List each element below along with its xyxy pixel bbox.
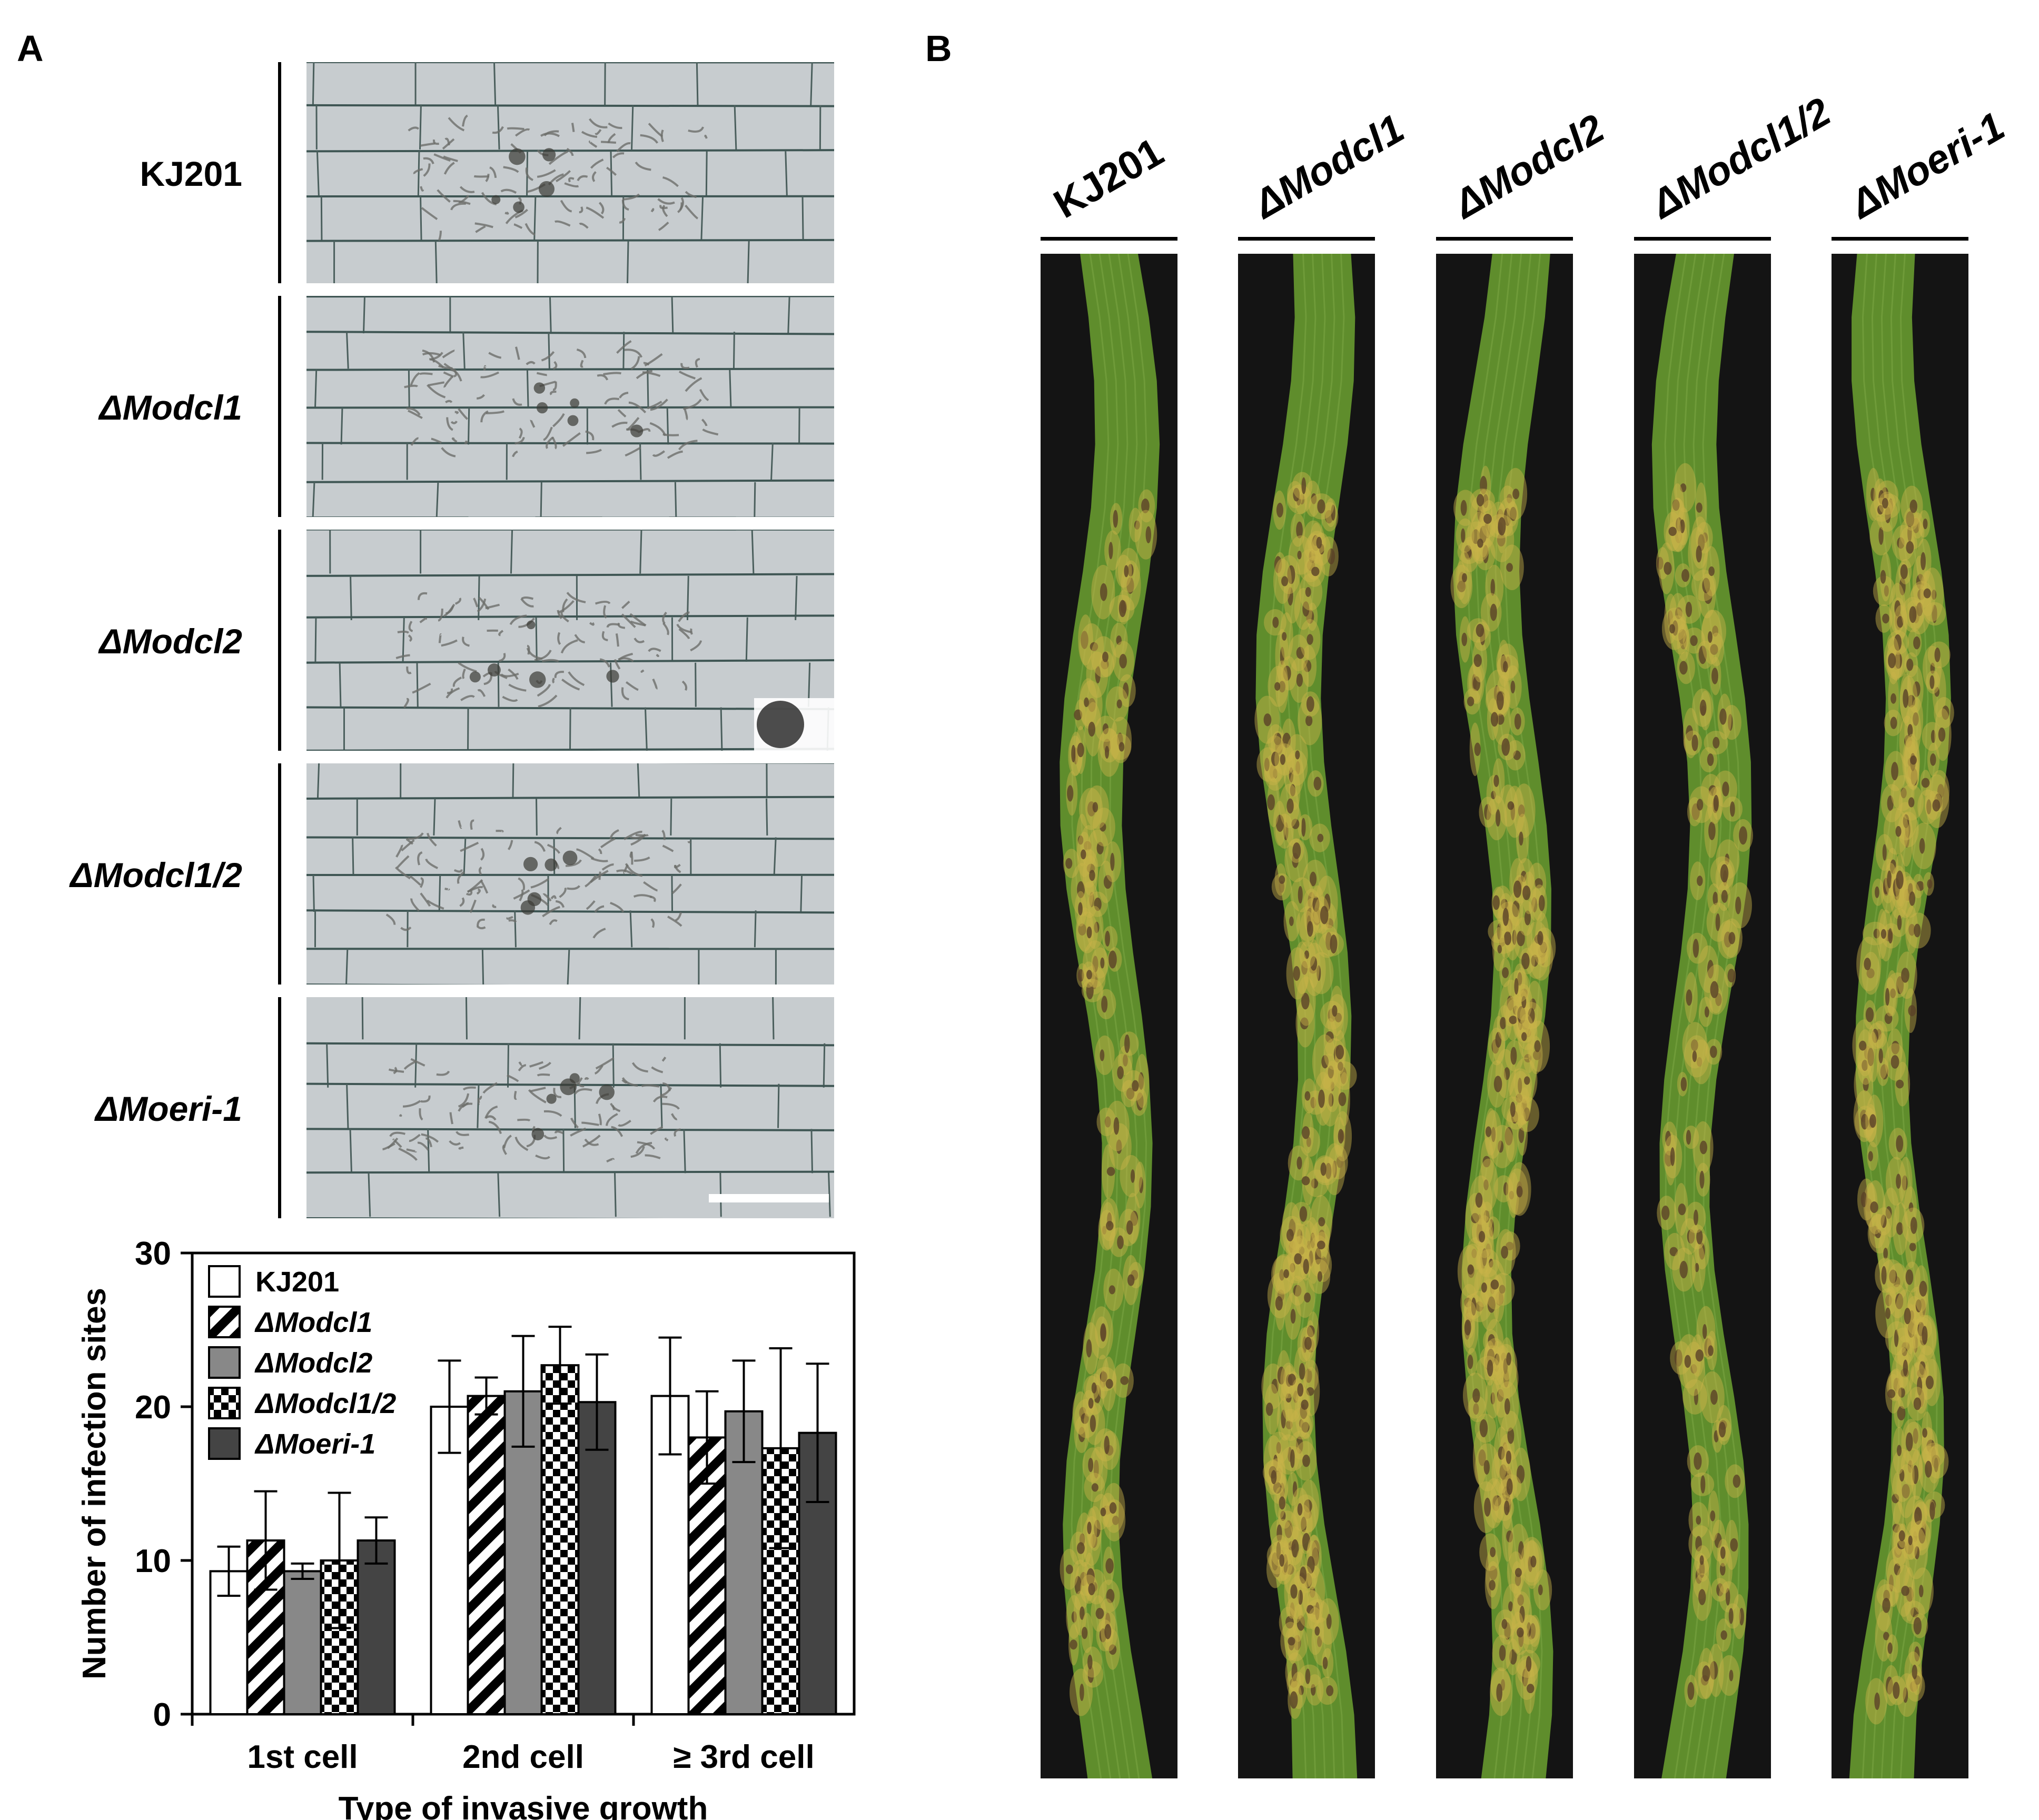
- y-tick-label: 0: [153, 1697, 171, 1733]
- strain-label-moeri1: ΔMoeri-1: [95, 1089, 242, 1128]
- leaf-photo-moeri1: [1832, 254, 1968, 1778]
- leaf-rule-modcl1: [1238, 237, 1375, 241]
- y-axis-label: Number of infection sites: [76, 1288, 113, 1679]
- error-bar: [769, 1347, 793, 1549]
- bar: [283, 1570, 322, 1715]
- legend-label: ΔMoeri-1: [254, 1428, 375, 1460]
- error-bar: [658, 1336, 682, 1456]
- panel-b-letter: B: [925, 28, 952, 69]
- leaf-rule-modcl2: [1436, 237, 1573, 241]
- group-bracket-1: [278, 62, 281, 283]
- legend-label: KJ201: [255, 1266, 339, 1298]
- y-tick-label: 30: [135, 1236, 171, 1272]
- strain-label-kj201: KJ201: [140, 154, 243, 193]
- x-tick-label: 2nd cell: [462, 1739, 584, 1775]
- group-bracket-4: [278, 763, 281, 984]
- micrograph-modcl12: [306, 763, 834, 984]
- error-bar: [732, 1359, 756, 1464]
- legend-swatch: [208, 1306, 241, 1338]
- bar: [467, 1395, 506, 1715]
- leaf-photo-modcl2: [1436, 254, 1573, 1778]
- legend-label: ΔModcl1: [254, 1307, 372, 1338]
- leaf-label-modcl2: ΔModcl2: [1447, 106, 1612, 227]
- y-tick-label: 20: [135, 1389, 171, 1426]
- leaf-label-moeri1: ΔMoeri-1: [1843, 103, 2012, 227]
- bar: [503, 1390, 543, 1715]
- leaf-photo-modcl1: [1238, 254, 1375, 1778]
- strain-label-modcl12: ΔModcl1/2: [70, 856, 242, 894]
- error-bar: [695, 1390, 719, 1485]
- error-bar: [291, 1562, 314, 1580]
- bar: [577, 1401, 617, 1715]
- group-bracket-2: [278, 296, 281, 517]
- error-bar: [328, 1491, 351, 1629]
- error-bar: [585, 1353, 609, 1451]
- leaf-rule-moeri1: [1832, 237, 1968, 241]
- error-bar: [438, 1359, 461, 1454]
- leaf-label-modcl1: ΔModcl1: [1246, 106, 1412, 227]
- leaf-photo-modcl12: [1634, 254, 1771, 1778]
- legend-swatch: [208, 1346, 241, 1379]
- error-bar: [474, 1376, 498, 1416]
- leaf-label-kj201: KJ201: [1046, 129, 1171, 227]
- legend-swatch: [208, 1265, 241, 1298]
- bar-chart: 0 10 20 30 Number of infection sites 1st cell…: [76, 1236, 856, 1820]
- group-bracket-3: [278, 530, 281, 751]
- legend-swatch: [208, 1387, 241, 1419]
- bar: [357, 1539, 396, 1715]
- micrograph-kj201: [306, 62, 834, 283]
- bar: [540, 1364, 580, 1716]
- leaf-label-modcl12: ΔModcl1/2: [1644, 89, 1838, 227]
- micrograph-modcl1: [306, 296, 834, 517]
- micrograph-moeri1: [306, 997, 834, 1218]
- x-tick-label: 1st cell: [247, 1739, 358, 1775]
- strain-label-modcl1: ΔModcl1: [99, 388, 242, 427]
- error-bar: [806, 1362, 829, 1504]
- x-axis-label: Type of invasive growth: [339, 1791, 708, 1820]
- group-bracket-5: [278, 997, 281, 1218]
- error-bar: [548, 1326, 572, 1405]
- strain-label-modcl2: ΔModcl2: [99, 622, 242, 661]
- x-tick-label: ≥ 3rd cell: [673, 1739, 814, 1775]
- error-bar: [364, 1516, 388, 1565]
- legend-label: ΔModcl1/2: [254, 1388, 396, 1419]
- micrograph-modcl2: [306, 530, 834, 751]
- leaf-photo-kj201: [1041, 254, 1177, 1778]
- error-bar: [511, 1335, 535, 1448]
- leaf-rule-kj201: [1041, 237, 1177, 241]
- legend-label: ΔModcl2: [254, 1347, 372, 1379]
- legend-swatch: [208, 1427, 241, 1460]
- error-bar: [217, 1545, 241, 1597]
- error-bar: [254, 1490, 278, 1591]
- leaf-rule-modcl12: [1634, 237, 1771, 241]
- y-tick-label: 10: [135, 1543, 171, 1579]
- panel-a-letter: A: [17, 28, 44, 69]
